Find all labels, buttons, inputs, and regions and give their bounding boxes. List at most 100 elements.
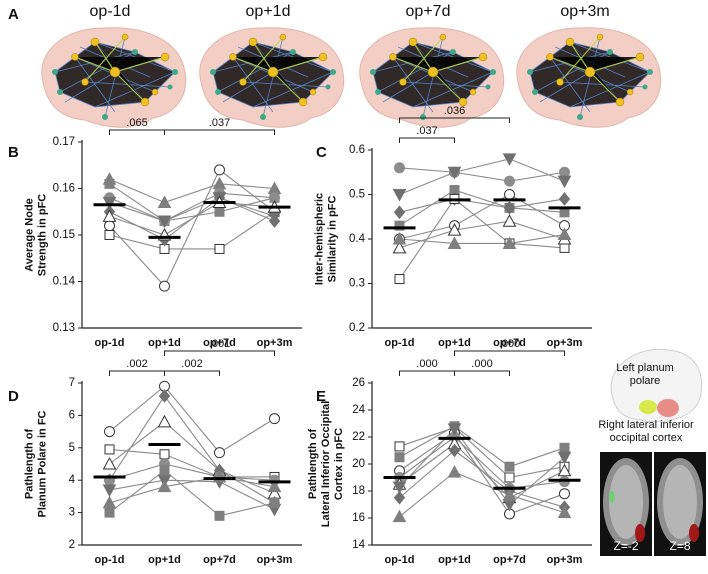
y-label-line: Inter-hemispheric xyxy=(313,193,325,285)
marker xyxy=(394,452,405,463)
region-right xyxy=(635,524,645,542)
y-label-line: Lateral Inferior Occipital xyxy=(320,401,332,528)
significance-bracket xyxy=(109,370,165,376)
region-left xyxy=(609,491,615,503)
subject-line xyxy=(109,479,275,510)
slice-label: Z=8 xyxy=(669,539,690,553)
brain-label: op+1d xyxy=(246,3,291,20)
brain-label: op+7d xyxy=(406,3,451,20)
panel-label: B xyxy=(8,144,19,161)
y-tick-label: 0.5 xyxy=(349,189,365,201)
significance-bracket xyxy=(164,350,275,356)
subject-line xyxy=(399,428,565,506)
slice-label: Z=-2 xyxy=(613,539,638,553)
marker xyxy=(102,484,117,497)
x-tick-label: op+3m xyxy=(257,337,293,349)
y-tick-label: 22 xyxy=(352,431,365,443)
brain-networks: op-1d op+1d op+7d op+3m xyxy=(41,3,662,128)
marker xyxy=(557,463,572,477)
marker xyxy=(102,209,117,222)
subject-line xyxy=(399,436,565,489)
y-tick-label: 0.14 xyxy=(53,276,76,288)
subject-line xyxy=(399,425,565,468)
x-tick-label: op+1d xyxy=(148,554,181,566)
marker xyxy=(504,461,515,472)
x-tick-label: op-1d xyxy=(95,554,125,566)
x-tick-label: op+3m xyxy=(257,554,293,566)
marker xyxy=(392,189,407,202)
y-label-line: Pathlength of xyxy=(23,429,35,500)
x-tick-label: op+1d xyxy=(438,337,471,349)
chart: 14 16 18 20 22 24 26 op-1d op+1d op+7d op+3m Pathle… xyxy=(307,338,592,566)
subject-line xyxy=(109,211,275,250)
marker xyxy=(504,472,515,483)
y-tick-label: 18 xyxy=(352,485,365,497)
marker xyxy=(557,505,572,519)
marker xyxy=(559,488,570,500)
subject-line xyxy=(109,385,275,454)
brain-image xyxy=(359,27,505,128)
marker xyxy=(392,231,407,245)
p-value: .037 xyxy=(209,117,230,129)
x-tick-label: op+7d xyxy=(493,554,526,566)
y-label-line: Pathlength of xyxy=(307,429,319,500)
region-label: Left planum xyxy=(616,362,673,374)
marker xyxy=(447,223,462,236)
marker xyxy=(557,175,572,189)
marker xyxy=(392,240,407,254)
marker xyxy=(157,215,172,229)
marker xyxy=(104,220,115,232)
x-tick-label: op+7d xyxy=(203,337,236,349)
region-right xyxy=(657,399,679,417)
subject-line xyxy=(399,167,565,182)
region-label: polare xyxy=(630,375,661,387)
p-value: .036 xyxy=(444,105,465,117)
p-value: .000 xyxy=(499,338,520,350)
subject-line xyxy=(109,476,275,504)
significance-bracket xyxy=(109,129,165,135)
y-axis-label: Average Node Strength in pFC xyxy=(23,194,48,277)
y-axis-label: Pathlength of Planum Polare in FC xyxy=(23,410,48,517)
marker xyxy=(504,175,515,187)
y-label-line: Average Node xyxy=(23,198,35,272)
marker xyxy=(504,189,515,200)
marker xyxy=(214,206,225,217)
y-tick-label: 0.13 xyxy=(53,322,75,334)
marker xyxy=(214,243,225,254)
marker xyxy=(104,230,115,240)
panel-label: E xyxy=(316,388,326,405)
marker xyxy=(159,465,170,476)
brain-image xyxy=(41,27,187,128)
marker xyxy=(394,274,405,285)
inset-f: Left planum polare Right lateral inferio… xyxy=(598,348,706,556)
marker xyxy=(267,479,282,493)
marker xyxy=(157,195,172,208)
subject-line xyxy=(399,426,565,479)
marker xyxy=(503,201,516,215)
subject-line xyxy=(109,169,275,288)
marker xyxy=(158,389,171,403)
marker xyxy=(214,447,225,459)
significance-bracket xyxy=(399,370,455,376)
marker xyxy=(393,490,406,505)
marker xyxy=(214,164,225,176)
y-tick-label: 0.15 xyxy=(53,229,75,241)
panel-label: D xyxy=(8,388,19,405)
y-tick-label: 5 xyxy=(69,442,75,454)
y-tick-label: 0.16 xyxy=(53,183,75,195)
chart: 2 3 4 5 6 7 op-1d op+1d op+7d op+3m Pathlength of P… xyxy=(23,338,302,566)
y-tick-label: 20 xyxy=(352,458,365,470)
subject-line xyxy=(399,193,565,240)
brain-label: op-1d xyxy=(90,3,131,20)
marker xyxy=(448,443,461,458)
marker xyxy=(393,205,406,220)
y-tick-label: 0.3 xyxy=(349,278,365,290)
x-tick-label: op+3m xyxy=(547,337,583,349)
brain-image xyxy=(199,27,345,128)
marker xyxy=(269,413,280,425)
marker xyxy=(157,479,172,493)
chart: 0.2 0.3 0.4 0.5 0.6 op-1d op+1d op+7d op+3m Inter… xyxy=(313,105,592,349)
y-tick-label: 24 xyxy=(352,404,365,416)
x-tick-label: op+3m xyxy=(547,554,583,566)
